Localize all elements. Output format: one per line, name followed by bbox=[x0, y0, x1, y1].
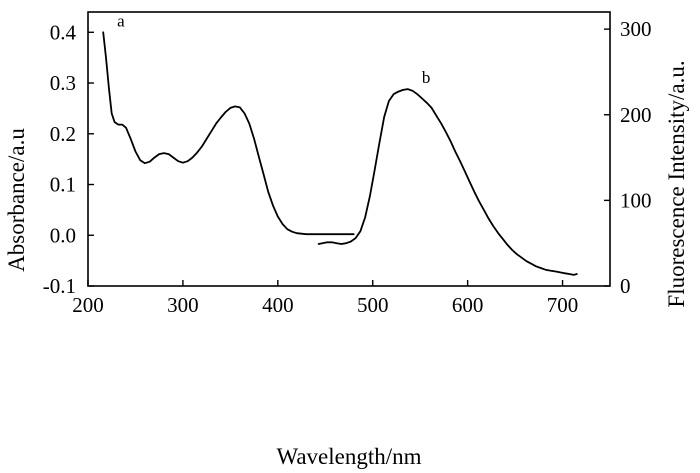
y-axis-title: Absorbance/a.u bbox=[4, 128, 29, 272]
series-line-a bbox=[102, 31, 355, 236]
y-tick-label: -0.1 bbox=[43, 274, 76, 298]
x-tick-label: 500 bbox=[357, 293, 389, 317]
series-label-a: a bbox=[117, 11, 125, 30]
x-axis-ticks: 200 300 400 500 600 700 bbox=[72, 280, 578, 317]
y2-axis-title: Fluorescence Intensity/a.u. bbox=[664, 60, 689, 307]
x-tick-label: 300 bbox=[167, 293, 199, 317]
y2-tick-label: 300 bbox=[620, 17, 652, 41]
x-tick-label: 600 bbox=[452, 293, 484, 317]
y-axis-ticks: -0.1 0.0 0.1 0.2 0.3 0.4 bbox=[43, 20, 94, 298]
y2-tick-label: 100 bbox=[620, 188, 652, 212]
series-layer: ab bbox=[102, 11, 578, 276]
y-tick-label: 0.1 bbox=[50, 173, 76, 197]
series-label-b: b bbox=[422, 68, 431, 87]
y2-axis-ticks: 0 100 200 300 bbox=[604, 17, 652, 298]
y-tick-label: 0.0 bbox=[50, 223, 76, 247]
x-axis-title: Wavelength/nm bbox=[276, 444, 421, 469]
y-tick-label: 0.4 bbox=[50, 20, 77, 44]
x-tick-label: 200 bbox=[72, 293, 104, 317]
y2-tick-label: 200 bbox=[620, 103, 652, 127]
y-tick-label: 0.3 bbox=[50, 71, 76, 95]
y-tick-label: 0.2 bbox=[50, 122, 76, 146]
y2-tick-label: 0 bbox=[620, 274, 631, 298]
series-line-b bbox=[317, 88, 578, 276]
plot-frame bbox=[87, 11, 611, 287]
x-tick-label: 400 bbox=[262, 293, 294, 317]
x-tick-label: 700 bbox=[547, 293, 579, 317]
